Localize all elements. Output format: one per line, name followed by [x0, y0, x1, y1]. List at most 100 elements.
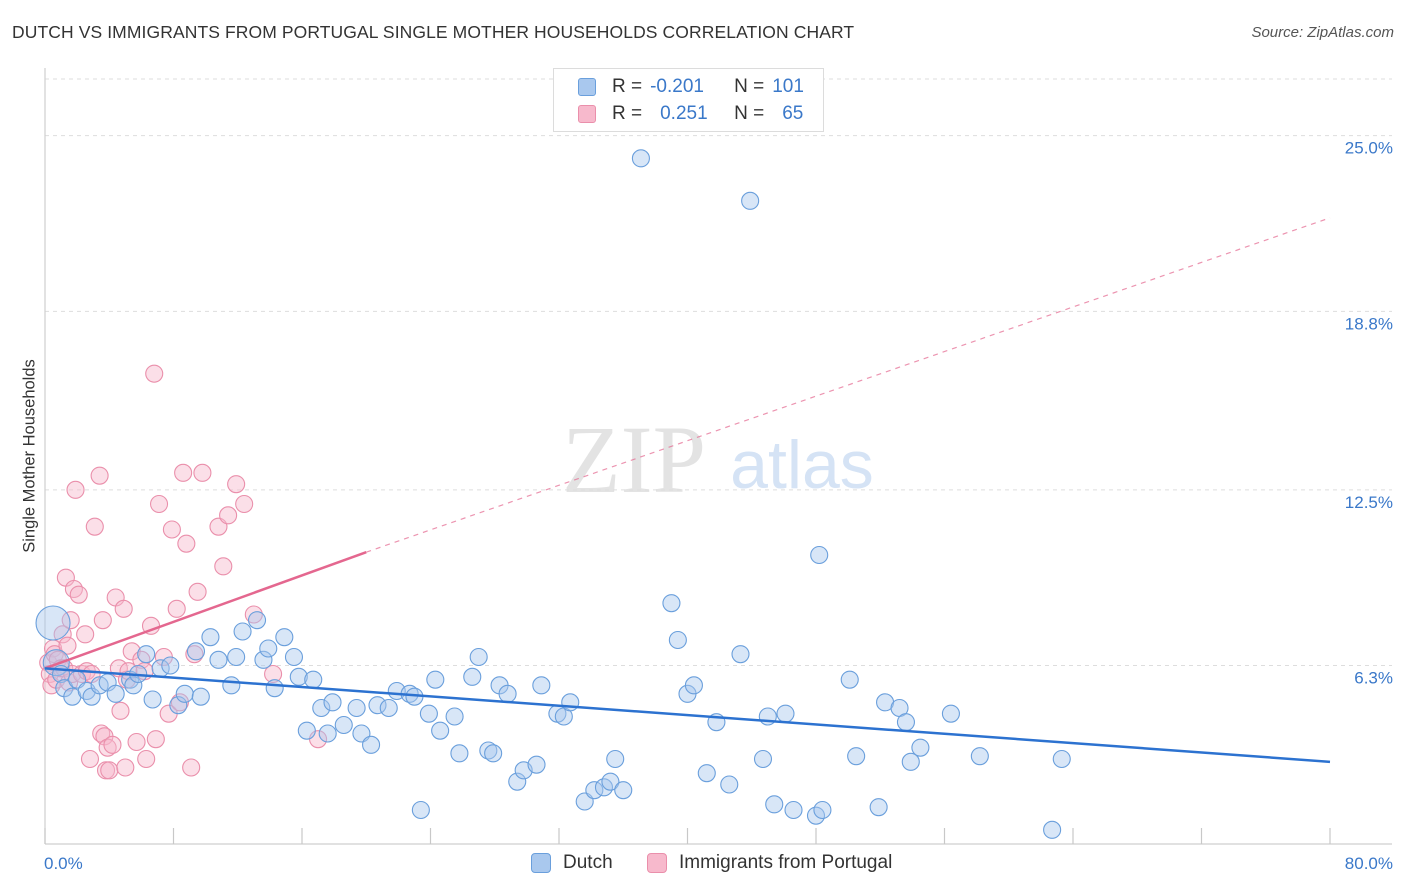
- legend-n-label: N =: [734, 103, 765, 124]
- portugal-point: [58, 636, 77, 655]
- series-dutch-points: [35, 149, 1071, 839]
- portugal-point: [264, 664, 283, 684]
- series-legend-dutch: Dutch: [531, 852, 613, 874]
- portugal-point: [227, 475, 246, 494]
- correlation-legend: R = -0.201 N = 101 R = 0.251 N = 65: [553, 68, 824, 132]
- portugal-point: [61, 611, 80, 630]
- portugal-point: [193, 463, 212, 482]
- tick-labels: 6.3% 12.5% 18.8% 25.0% 0.0% 80.0%: [44, 139, 1393, 873]
- portugal-point: [98, 738, 117, 757]
- dutch-point: [247, 611, 267, 630]
- dutch-point: [143, 690, 162, 709]
- dutch-point: [1052, 749, 1071, 769]
- dutch-point: [896, 713, 916, 732]
- dutch-point: [318, 724, 337, 743]
- portugal-point: [214, 557, 233, 576]
- dutch-point: [191, 687, 210, 706]
- dutch-point: [323, 693, 342, 712]
- dutch-point: [484, 744, 503, 763]
- portugal-point: [235, 494, 254, 514]
- portugal-point: [114, 599, 133, 618]
- dutch-point: [161, 656, 180, 675]
- watermark-atlas: atlas: [730, 427, 874, 503]
- dutch-point: [431, 721, 450, 740]
- dutch-point: [901, 752, 920, 771]
- dutch-point: [201, 628, 220, 647]
- portugal-point: [174, 463, 193, 482]
- y-tick-label: 12.5%: [1345, 493, 1393, 512]
- y-tick-label: 18.8%: [1345, 314, 1393, 333]
- portugal-point: [149, 494, 169, 514]
- portugal-point: [188, 582, 207, 601]
- dutch-point: [169, 696, 188, 715]
- dutch-point: [869, 798, 888, 817]
- dutch-point: [233, 622, 252, 641]
- portugal-point: [100, 761, 119, 780]
- dutch-point: [368, 696, 387, 715]
- series-swatch-dutch: [531, 853, 551, 873]
- dutch-point: [312, 698, 331, 718]
- dutch-point: [227, 647, 246, 667]
- legend-r-value: -0.201: [650, 76, 704, 97]
- portugal-point: [167, 599, 186, 618]
- dutch-point: [379, 698, 398, 718]
- x-tick-label: 0.0%: [44, 854, 83, 873]
- y-tick-label: 25.0%: [1345, 139, 1393, 158]
- dutch-point: [840, 670, 859, 689]
- dutch-point: [970, 747, 989, 766]
- dutch-point: [684, 676, 703, 695]
- dutch-point: [411, 800, 430, 820]
- series-swatch-portugal: [647, 853, 667, 873]
- y-tick-label: 6.3%: [1354, 669, 1393, 688]
- dutch-point: [810, 545, 829, 565]
- gridlines: [45, 78, 1392, 666]
- dutch-point: [498, 684, 517, 703]
- dutch-point: [297, 721, 316, 740]
- dutch-point: [284, 647, 304, 667]
- series-legend-portugal-label: Immigrants from Portugal: [679, 852, 893, 873]
- chart-source: Source: ZipAtlas.com: [1251, 24, 1394, 41]
- dutch-point: [911, 738, 930, 757]
- series-legend-portugal: Immigrants from Portugal: [647, 852, 892, 874]
- portugal-point: [66, 480, 85, 499]
- portugal-point: [80, 749, 100, 769]
- portugal-point: [69, 585, 88, 604]
- legend-row-portugal: R = 0.251 N = 65: [578, 102, 803, 126]
- watermark: ZIP atlas: [562, 406, 874, 513]
- series-portugal-points: [39, 364, 328, 780]
- legend-n-value: 65: [782, 103, 804, 124]
- dutch-point: [289, 667, 308, 686]
- legend-swatch-dutch: [578, 78, 596, 96]
- dutch-point: [463, 667, 482, 686]
- portugal-point: [182, 758, 201, 777]
- dutch-point: [334, 715, 353, 735]
- legend-r-value: 0.251: [660, 103, 708, 124]
- portugal-point: [170, 693, 189, 712]
- dutch-point: [426, 670, 445, 689]
- portugal-point: [137, 749, 156, 769]
- portugal-point: [244, 605, 263, 624]
- series-legend-dutch-label: Dutch: [563, 852, 613, 873]
- trend-lines: [44, 217, 1331, 764]
- dutch-point: [606, 749, 625, 769]
- portugal-point: [93, 611, 112, 630]
- legend-swatch-portugal: [578, 105, 596, 123]
- dutch-point: [469, 647, 488, 667]
- portugal-point: [90, 466, 109, 485]
- dutch-point: [847, 747, 866, 766]
- dutch-point: [753, 749, 773, 769]
- portugal-point: [177, 534, 196, 553]
- dutch-point: [720, 775, 739, 794]
- portugal-point: [64, 579, 83, 599]
- dutch-point: [209, 650, 228, 669]
- portugal-point: [116, 758, 135, 777]
- legend-n-value: 101: [772, 76, 804, 97]
- portugal-point: [76, 625, 95, 644]
- legend-r-label: R =: [612, 103, 643, 124]
- portugal-point: [132, 650, 151, 669]
- dutch-point: [765, 795, 784, 814]
- dutch-point: [479, 741, 498, 760]
- portugal-point: [219, 506, 238, 525]
- portugal-point: [146, 730, 165, 749]
